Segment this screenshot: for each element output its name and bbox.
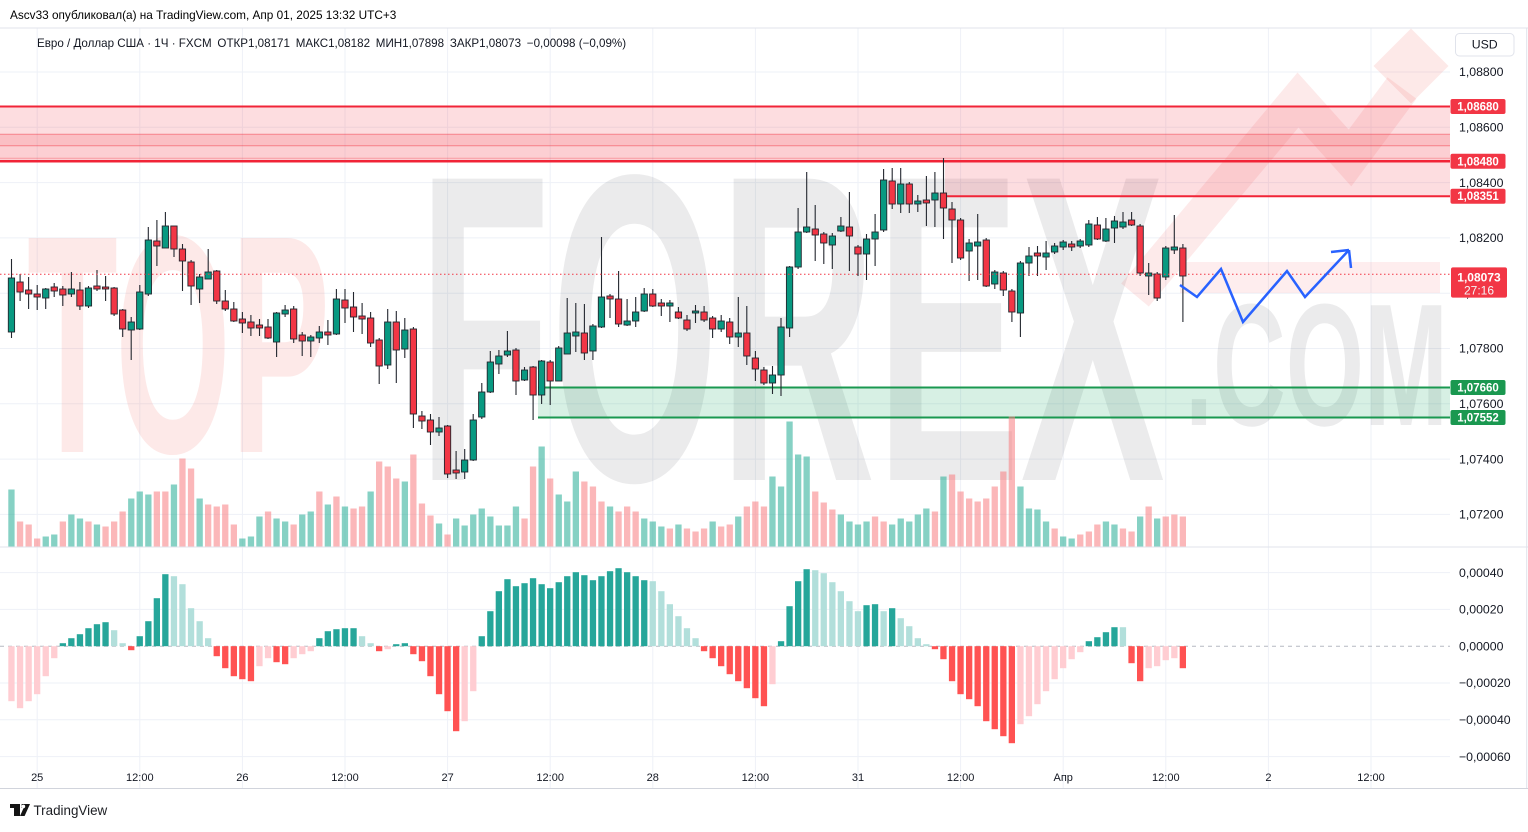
svg-text:1,08800: 1,08800 <box>1459 65 1504 79</box>
svg-text:1,08680: 1,08680 <box>1457 102 1499 114</box>
svg-text:TradingView: TradingView <box>34 803 108 818</box>
svg-text:12:00: 12:00 <box>536 772 564 784</box>
svg-text:.COM: .COM <box>1185 267 1448 462</box>
svg-text:−0,00040: −0,00040 <box>1459 713 1511 727</box>
svg-text:1,08480: 1,08480 <box>1457 156 1499 168</box>
svg-text:1,08600: 1,08600 <box>1459 121 1504 135</box>
svg-text:12:00: 12:00 <box>947 772 975 784</box>
svg-text:1,08200: 1,08200 <box>1459 231 1504 245</box>
svg-text:2: 2 <box>1265 772 1271 784</box>
svg-text:−0,00060: −0,00060 <box>1459 750 1511 764</box>
svg-text:0,00000: 0,00000 <box>1459 639 1504 653</box>
svg-text:26: 26 <box>236 772 248 784</box>
svg-text:1,07660: 1,07660 <box>1457 383 1499 395</box>
svg-text:Апр: Апр <box>1053 772 1072 784</box>
svg-text:1,07200: 1,07200 <box>1459 508 1504 522</box>
svg-text:0,00040: 0,00040 <box>1459 566 1504 580</box>
svg-text:1,08073: 1,08073 <box>1457 271 1501 285</box>
svg-text:1,07552: 1,07552 <box>1457 413 1499 425</box>
svg-text:−0,00020: −0,00020 <box>1459 676 1511 690</box>
svg-text:Евро / Доллар США · 1Ч · FXCM: Евро / Доллар США · 1Ч · FXCM ОТКР1,0817… <box>37 37 626 50</box>
svg-text:1,07400: 1,07400 <box>1459 452 1504 466</box>
svg-text:31: 31 <box>852 772 864 784</box>
svg-text:0,00020: 0,00020 <box>1459 603 1504 617</box>
svg-text:12:00: 12:00 <box>331 772 359 784</box>
svg-text:Ascv33 опубликовал(а) на Tradi: Ascv33 опубликовал(а) на TradingView.com… <box>10 8 397 22</box>
svg-text:1,08400: 1,08400 <box>1459 176 1504 190</box>
svg-text:12:00: 12:00 <box>742 772 770 784</box>
svg-text:12:00: 12:00 <box>126 772 154 784</box>
svg-text:1,07800: 1,07800 <box>1459 342 1504 356</box>
svg-text:12:00: 12:00 <box>1152 772 1180 784</box>
svg-text:27: 27 <box>441 772 453 784</box>
svg-text:1,07600: 1,07600 <box>1459 397 1504 411</box>
svg-text:12:00: 12:00 <box>1357 772 1385 784</box>
svg-text:USD: USD <box>1472 38 1498 52</box>
svg-text:28: 28 <box>647 772 659 784</box>
svg-text:27:16: 27:16 <box>1464 284 1494 298</box>
svg-text:25: 25 <box>31 772 43 784</box>
svg-text:TOP: TOP <box>27 170 330 518</box>
svg-text:1,08351: 1,08351 <box>1457 191 1499 203</box>
